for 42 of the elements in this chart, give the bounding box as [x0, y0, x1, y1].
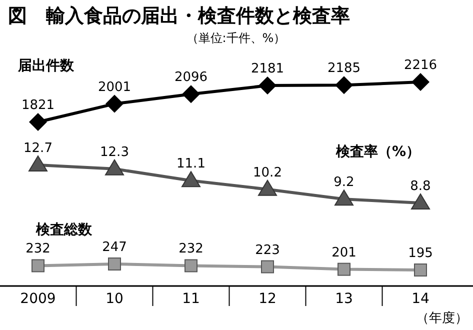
point — [29, 113, 47, 131]
series-label: 検査総数 — [35, 222, 93, 238]
chart-title: 図 輸入食品の届出・検査件数と検査率 — [8, 5, 350, 27]
x-tick-label: 14 — [412, 291, 430, 307]
point — [106, 94, 124, 113]
point — [334, 190, 354, 206]
data-label: 8.8 — [410, 179, 431, 194]
data-label: 10.2 — [253, 165, 282, 180]
text: 検査率（%） — [334, 143, 420, 160]
x-tick-label: 2009 — [20, 291, 56, 307]
point — [182, 171, 200, 188]
data-label: 1821 — [21, 98, 55, 113]
data-label: 247 — [102, 240, 127, 255]
text: 届出件数 — [17, 58, 75, 74]
chart-subtitle: （単位:千件、%） — [186, 31, 286, 45]
point — [182, 85, 200, 104]
point — [335, 76, 353, 94]
point — [258, 76, 276, 95]
point — [28, 156, 48, 172]
x-tick-label: 11 — [182, 291, 200, 307]
data-label: 2216 — [404, 58, 438, 73]
data-label: 12.7 — [24, 141, 52, 156]
point — [411, 194, 430, 210]
x-tick-label: 12 — [258, 291, 276, 307]
point — [412, 73, 430, 91]
data-label: 201 — [332, 245, 356, 260]
data-label: 11.1 — [176, 156, 206, 172]
data-label: 2181 — [250, 62, 284, 77]
data-label: 2096 — [174, 70, 208, 86]
x-tick-label: 13 — [335, 291, 353, 307]
data-label: 223 — [255, 242, 280, 258]
data-label: 195 — [408, 246, 433, 261]
data-label: 2001 — [98, 80, 132, 95]
data-label: 9.2 — [334, 175, 354, 190]
x-tick-label: 10 — [106, 291, 124, 307]
data-label: 12.3 — [100, 144, 129, 160]
text: （年度） — [416, 310, 468, 326]
data-label: 232 — [26, 242, 50, 257]
data-label: 2185 — [327, 61, 361, 76]
data-label: 232 — [178, 242, 204, 257]
point — [105, 159, 124, 176]
point — [258, 180, 277, 196]
